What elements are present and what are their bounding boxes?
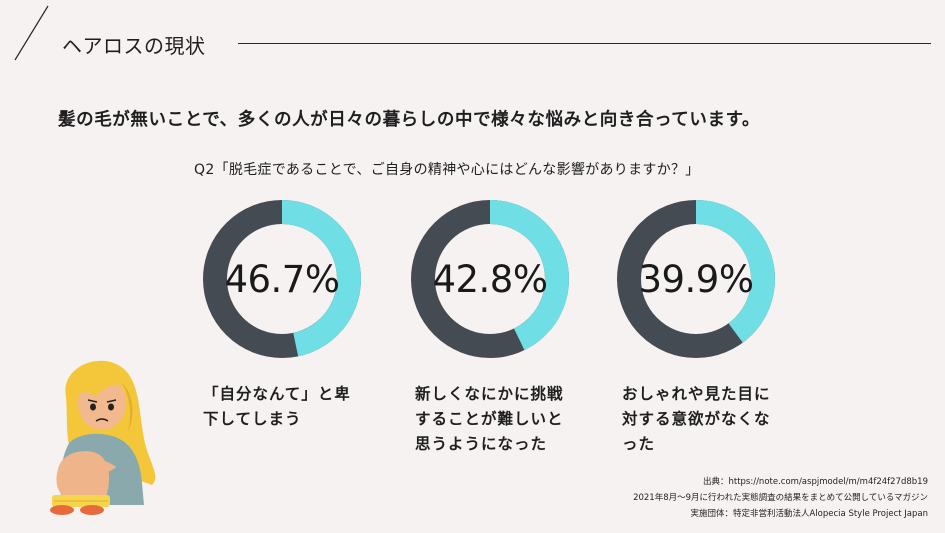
stat-label-1: 「自分なんて」と卑 下してしまう	[203, 382, 383, 432]
stat-label-line: おしゃれや見た目に	[622, 385, 771, 403]
stat-label-line: 「自分なんて」と卑	[203, 385, 351, 403]
source-notes: 出典：https://note.com/aspjmodel/m/m4f24f27…	[633, 474, 928, 522]
donut-chart-3: 39.9%	[616, 199, 776, 359]
donut-arc	[411, 200, 569, 358]
stat-label-line: 対する意欲がなくな	[622, 410, 771, 428]
source-line: 2021年8月～9月に行われた実態調査の結果をまとめて公開しているマガジン	[633, 493, 928, 503]
donut-percent-label: 42.8%	[432, 257, 548, 301]
stat-label-3: おしゃれや見た目に 対する意欲がなくな った	[622, 382, 802, 457]
source-line: 実施団体：特定非営利活動法人Alopecia Style Project Jap…	[690, 509, 929, 519]
donut-chart-1: 46.7%	[202, 199, 362, 359]
donut-chart-2: 42.8%	[410, 199, 570, 359]
page-title: ヘアロスの現状	[62, 34, 206, 58]
donut-svg	[617, 200, 775, 358]
stat-label-line: 思うようになった	[415, 435, 548, 453]
donut-arc	[203, 200, 361, 358]
source-line: 出典：https://note.com/aspjmodel/m/m4f24f27…	[702, 477, 928, 487]
donut-percent-label: 39.9%	[638, 257, 754, 301]
survey-question: Q2「脱毛症であることで、ご自身の精神や心にはどんな影響がありますか？」	[194, 162, 700, 178]
stat-label-line: 新しくなにかに挑戦	[415, 385, 564, 403]
stat-label-line: 下してしまう	[203, 410, 302, 428]
header-slash-decoration	[14, 5, 49, 61]
donut-svg	[411, 200, 569, 358]
header-divider	[238, 43, 931, 44]
donut-percent-label: 46.7%	[224, 257, 340, 301]
donut-svg	[203, 200, 361, 358]
sad-girl-illustration	[50, 360, 156, 515]
stat-label-line: った	[622, 435, 656, 453]
stat-label-line: することが難しいと	[415, 410, 564, 428]
headline: 髪の毛が無いことで、多くの人が日々の暮らしの中で様々な悩みと向き合っています。	[58, 110, 761, 130]
donut-arc	[617, 200, 775, 358]
stat-label-2: 新しくなにかに挑戦 することが難しいと 思うようになった	[415, 382, 595, 457]
